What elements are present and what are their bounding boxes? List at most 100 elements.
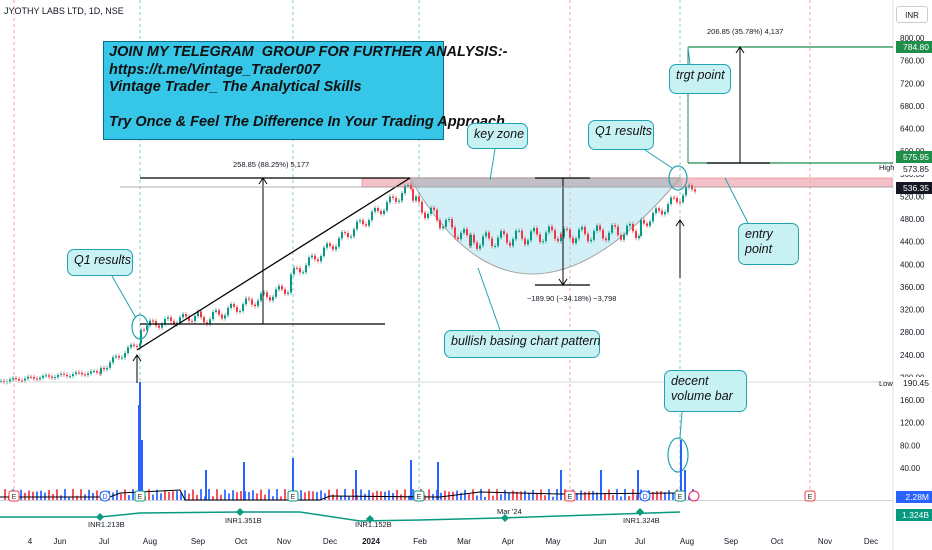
- q1-left-pointer: [111, 275, 137, 319]
- volume-bar-large: [243, 462, 245, 500]
- volume-bar: [260, 489, 262, 500]
- candle-body: [329, 243, 331, 247]
- pattern-pointer: [477, 267, 501, 331]
- volume-bar: [616, 489, 618, 500]
- currency-button[interactable]: INR: [896, 6, 928, 23]
- candle-body: [482, 236, 484, 246]
- volume-bar: [384, 491, 386, 500]
- volume-bar: [428, 489, 430, 500]
- y-tick-label: 120.00: [900, 419, 925, 428]
- candle-body: [667, 204, 669, 213]
- candle-body: [308, 257, 310, 266]
- candle-body: [623, 234, 625, 240]
- candle-body: [407, 184, 409, 186]
- candle-body: [161, 324, 163, 328]
- candle-body: [350, 236, 352, 238]
- volume-bar: [280, 496, 282, 500]
- volume-bar: [580, 490, 582, 500]
- q1-right-pointer: [644, 149, 673, 169]
- candle-body: [548, 226, 550, 233]
- volume-bar: [476, 495, 478, 500]
- ascending-trendline: [136, 177, 411, 351]
- measure-arrow-left: [258, 177, 268, 185]
- price-tag-last: 536.35: [896, 182, 932, 194]
- candle-body: [652, 212, 654, 222]
- candle-body: [365, 224, 367, 226]
- candle-body: [90, 371, 92, 374]
- candle-body: [203, 317, 205, 323]
- price-tag-high: 575.95: [896, 151, 932, 163]
- candle-body: [494, 246, 496, 248]
- volume-bar: [40, 490, 42, 500]
- candle-body: [320, 256, 322, 262]
- volume-bar: [20, 489, 22, 500]
- event-marker-label: E: [417, 494, 422, 501]
- candle-body: [479, 245, 481, 249]
- candle-body: [167, 317, 169, 319]
- entry-point-note[interactable]: entry point: [738, 223, 799, 265]
- volume-bar: [336, 489, 338, 500]
- candle-body: [158, 325, 160, 328]
- candle-body: [509, 242, 511, 246]
- volume-bar: [228, 493, 230, 500]
- candle-body: [18, 378, 20, 381]
- volume-bar: [220, 494, 222, 500]
- candle-body: [451, 218, 453, 228]
- candle-body: [491, 238, 493, 247]
- y-tick-label: 280.00: [900, 328, 925, 337]
- candle-body: [643, 219, 645, 224]
- volume-bar: [36, 491, 38, 500]
- volume-bar: [508, 492, 510, 500]
- candle-body: [332, 246, 334, 250]
- volume-bar: [588, 491, 590, 500]
- candle-body: [476, 242, 478, 249]
- candle-body: [635, 231, 637, 239]
- candle-body: [466, 229, 468, 236]
- pattern-note[interactable]: bullish basing chart pattern: [444, 330, 600, 358]
- q1-results-right-note[interactable]: Q1 results: [588, 120, 654, 150]
- volume-bar: [604, 493, 606, 500]
- promo-note[interactable]: JOIN MY TELEGRAM GROUP FOR FURTHER ANALY…: [103, 41, 508, 140]
- candle-body: [121, 357, 123, 359]
- candle-body: [0, 380, 2, 382]
- candle-body: [521, 230, 523, 239]
- q1-results-left-note[interactable]: Q1 results: [67, 249, 133, 276]
- candle-body: [266, 292, 268, 298]
- volume-bar: [48, 489, 50, 500]
- volume-bar: [544, 495, 546, 500]
- volume-bar: [620, 496, 622, 500]
- earnings-marker: [804, 490, 816, 502]
- volume-bar: [24, 492, 26, 500]
- candle-body: [691, 185, 693, 190]
- candle-body: [602, 230, 604, 239]
- candle-body: [395, 197, 397, 202]
- candle-body: [48, 375, 50, 377]
- obv-diamond: [236, 508, 244, 516]
- candle-body: [460, 232, 462, 240]
- candle-body: [368, 220, 370, 226]
- candle-body: [685, 187, 687, 196]
- candle-body: [227, 307, 229, 316]
- target-point-note[interactable]: trgt point: [669, 64, 731, 94]
- candle-body: [557, 238, 559, 242]
- volume-bar: [444, 490, 446, 500]
- candle-body: [694, 189, 696, 192]
- volume-bar: [236, 492, 238, 500]
- volume-bar-note[interactable]: decent volume bar: [664, 370, 747, 412]
- y-tick-label: 320.00: [900, 306, 925, 315]
- volume-bar: [248, 492, 250, 500]
- volume-bar: [628, 496, 630, 500]
- x-tick-label: 4: [28, 537, 33, 546]
- volume-bar: [488, 489, 490, 500]
- candle-body: [173, 321, 175, 325]
- volume-bar: [76, 495, 78, 500]
- volume-bar: [192, 489, 194, 500]
- volume-bar: [300, 490, 302, 500]
- key-zone-note[interactable]: key zone: [467, 123, 528, 149]
- x-tick-label: Jun: [594, 537, 607, 546]
- target-arrow: [735, 46, 745, 54]
- candle-body: [317, 259, 319, 262]
- candle-body: [503, 231, 505, 235]
- candle-body: [392, 196, 394, 198]
